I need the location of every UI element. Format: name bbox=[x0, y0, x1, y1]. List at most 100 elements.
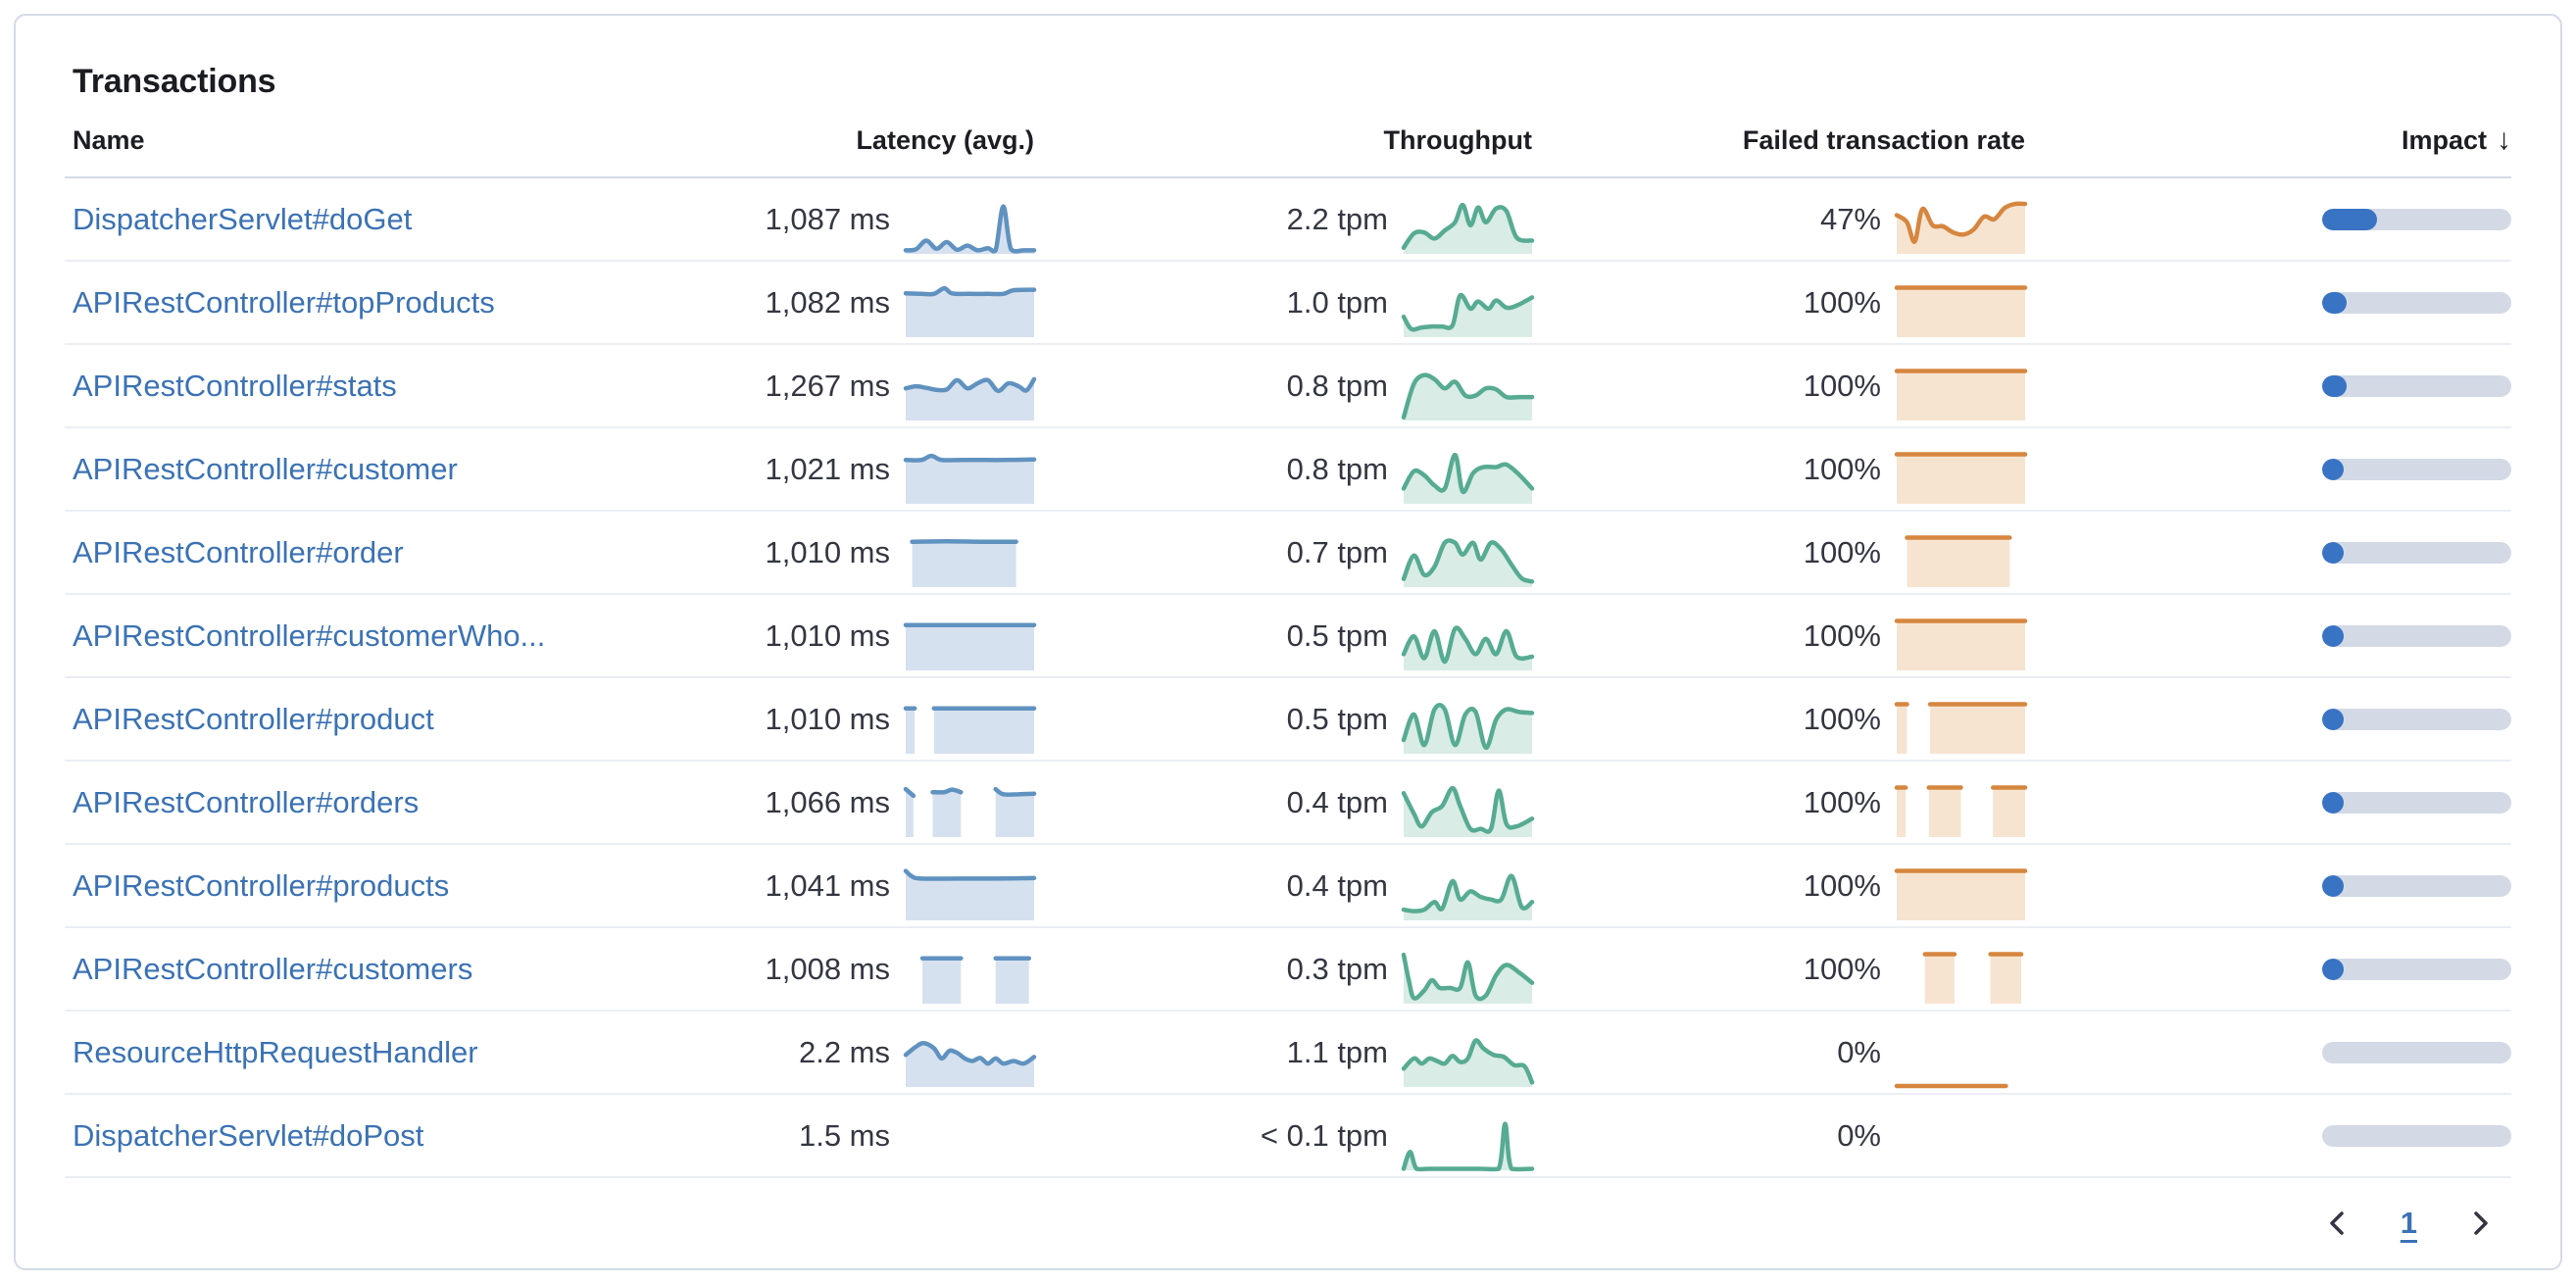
latency-sparkline bbox=[903, 616, 1037, 670]
latency-value: 1,010 ms bbox=[765, 534, 890, 569]
transaction-link[interactable]: APIRestController#customers bbox=[73, 951, 473, 986]
table-header: Name Latency (avg.) Throughput Failed tr… bbox=[65, 104, 2511, 178]
impact-bar-fill bbox=[2322, 708, 2344, 730]
impact-bar bbox=[2322, 1124, 2511, 1147]
latency-value: 1,008 ms bbox=[765, 951, 890, 986]
throughput-value: 0.5 tpm bbox=[1286, 617, 1388, 653]
throughput-sparkline bbox=[1401, 366, 1535, 420]
latency-value: 1,041 ms bbox=[765, 867, 890, 903]
latency-value: 1,087 ms bbox=[765, 201, 890, 236]
impact-bar bbox=[2322, 541, 2511, 564]
page-number-current[interactable]: 1 bbox=[2400, 1206, 2417, 1240]
impact-bar-fill bbox=[2322, 624, 2344, 647]
throughput-sparkline bbox=[1401, 532, 1535, 587]
impact-bar-fill bbox=[2322, 374, 2348, 397]
latency-value: 1,010 ms bbox=[765, 617, 890, 653]
table-row: APIRestController#customerWho... 1,010 m… bbox=[65, 595, 2511, 678]
failed-rate-value: 100% bbox=[1803, 784, 1881, 819]
prev-page-button[interactable] bbox=[2320, 1206, 2355, 1241]
pagination: 1 bbox=[65, 1178, 2511, 1241]
column-header-impact[interactable]: Impact ↓ bbox=[2025, 123, 2511, 157]
impact-bar bbox=[2322, 208, 2511, 230]
throughput-value: 0.8 tpm bbox=[1286, 368, 1388, 403]
failed-rate-sparkline bbox=[1897, 1115, 2025, 1170]
failed-rate-value: 100% bbox=[1803, 284, 1881, 320]
throughput-sparkline bbox=[1401, 1115, 1535, 1171]
transactions-panel: Transactions Name Latency (avg.) Through… bbox=[14, 14, 2562, 1270]
transaction-link[interactable]: DispatcherServlet#doGet bbox=[73, 201, 413, 236]
latency-value: 1,010 ms bbox=[765, 701, 890, 736]
impact-bar-fill bbox=[2322, 791, 2344, 814]
failed-rate-sparkline bbox=[1894, 282, 2028, 337]
transaction-link[interactable]: APIRestController#stats bbox=[73, 368, 397, 403]
transaction-link[interactable]: APIRestController#order bbox=[73, 534, 404, 569]
failed-rate-value: 0% bbox=[1837, 1117, 1881, 1153]
transaction-link[interactable]: ResourceHttpRequestHandler bbox=[73, 1034, 478, 1069]
sort-desc-icon: ↓ bbox=[2497, 123, 2511, 156]
failed-rate-sparkline bbox=[1894, 199, 2028, 254]
latency-sparkline bbox=[903, 366, 1037, 420]
impact-bar bbox=[2322, 958, 2511, 980]
latency-sparkline bbox=[903, 865, 1037, 920]
throughput-sparkline bbox=[1401, 616, 1535, 670]
impact-bar bbox=[2322, 291, 2511, 314]
table-row: APIRestController#topProducts 1,082 ms 1… bbox=[65, 262, 2511, 345]
latency-value: 1.5 ms bbox=[798, 1117, 890, 1153]
latency-sparkline bbox=[903, 282, 1037, 337]
throughput-sparkline bbox=[1401, 199, 1535, 254]
table-row: ResourceHttpRequestHandler 2.2 ms 1.1 tp… bbox=[65, 1012, 2511, 1095]
impact-bar bbox=[2322, 624, 2511, 647]
latency-sparkline bbox=[906, 949, 1034, 1004]
failed-rate-value: 47% bbox=[1819, 201, 1881, 236]
latency-value: 1,066 ms bbox=[765, 784, 890, 819]
failed-rate-sparkline bbox=[1897, 532, 2025, 587]
throughput-sparkline bbox=[1401, 699, 1535, 754]
throughput-value: 0.4 tpm bbox=[1286, 784, 1388, 819]
failed-rate-sparkline bbox=[1894, 1032, 2025, 1088]
throughput-value: 1.0 tpm bbox=[1286, 284, 1388, 320]
impact-bar bbox=[2322, 374, 2511, 397]
impact-bar bbox=[2322, 458, 2511, 480]
impact-bar-fill bbox=[2322, 458, 2344, 480]
impact-bar bbox=[2322, 708, 2511, 730]
impact-bar bbox=[2322, 874, 2511, 897]
transaction-link[interactable]: APIRestController#customerWho... bbox=[73, 617, 546, 653]
failed-rate-sparkline bbox=[1894, 865, 2028, 920]
failed-rate-value: 100% bbox=[1803, 867, 1881, 903]
transaction-link[interactable]: DispatcherServlet#doPost bbox=[73, 1117, 424, 1153]
failed-rate-sparkline bbox=[1894, 782, 2028, 837]
throughput-sparkline bbox=[1401, 949, 1535, 1004]
failed-rate-value: 100% bbox=[1803, 534, 1881, 569]
latency-value: 2.2 ms bbox=[798, 1034, 890, 1069]
table-row: APIRestController#stats 1,267 ms 0.8 tpm… bbox=[65, 345, 2511, 428]
column-header-failed-rate: Failed transaction rate bbox=[1742, 124, 2025, 155]
failed-rate-value: 100% bbox=[1803, 951, 1881, 986]
transaction-link[interactable]: APIRestController#product bbox=[73, 701, 434, 736]
table-row: DispatcherServlet#doGet 1,087 ms 2.2 tpm… bbox=[65, 178, 2511, 262]
transaction-link[interactable]: APIRestController#customer bbox=[73, 451, 458, 486]
transaction-link[interactable]: APIRestController#topProducts bbox=[73, 284, 495, 320]
next-page-button[interactable] bbox=[2462, 1206, 2498, 1241]
column-header-latency: Latency (avg.) bbox=[856, 124, 1034, 155]
throughput-sparkline bbox=[1401, 782, 1535, 837]
failed-rate-sparkline bbox=[1894, 366, 2028, 420]
throughput-value: 0.4 tpm bbox=[1286, 867, 1388, 903]
throughput-value: 0.3 tpm bbox=[1286, 951, 1388, 986]
latency-sparkline bbox=[906, 532, 1034, 587]
column-header-impact-label: Impact bbox=[2401, 124, 2487, 155]
latency-value: 1,082 ms bbox=[765, 284, 890, 320]
impact-bar-fill bbox=[2322, 874, 2344, 897]
transaction-link[interactable]: APIRestController#products bbox=[73, 867, 450, 903]
table-row: APIRestController#order 1,010 ms 0.7 tpm… bbox=[65, 512, 2511, 595]
table-row: APIRestController#orders 1,066 ms 0.4 tp… bbox=[65, 762, 2511, 845]
failed-rate-value: 0% bbox=[1837, 1034, 1881, 1069]
throughput-value: < 0.1 tpm bbox=[1260, 1117, 1388, 1153]
impact-bar bbox=[2322, 791, 2511, 814]
failed-rate-value: 100% bbox=[1803, 701, 1881, 736]
table-row: APIRestController#customer 1,021 ms 0.8 … bbox=[65, 428, 2511, 512]
column-header-throughput: Throughput bbox=[1383, 124, 1532, 155]
throughput-value: 1.1 tpm bbox=[1286, 1034, 1388, 1069]
transaction-link[interactable]: APIRestController#orders bbox=[73, 784, 420, 819]
failed-rate-sparkline bbox=[1897, 949, 2025, 1004]
